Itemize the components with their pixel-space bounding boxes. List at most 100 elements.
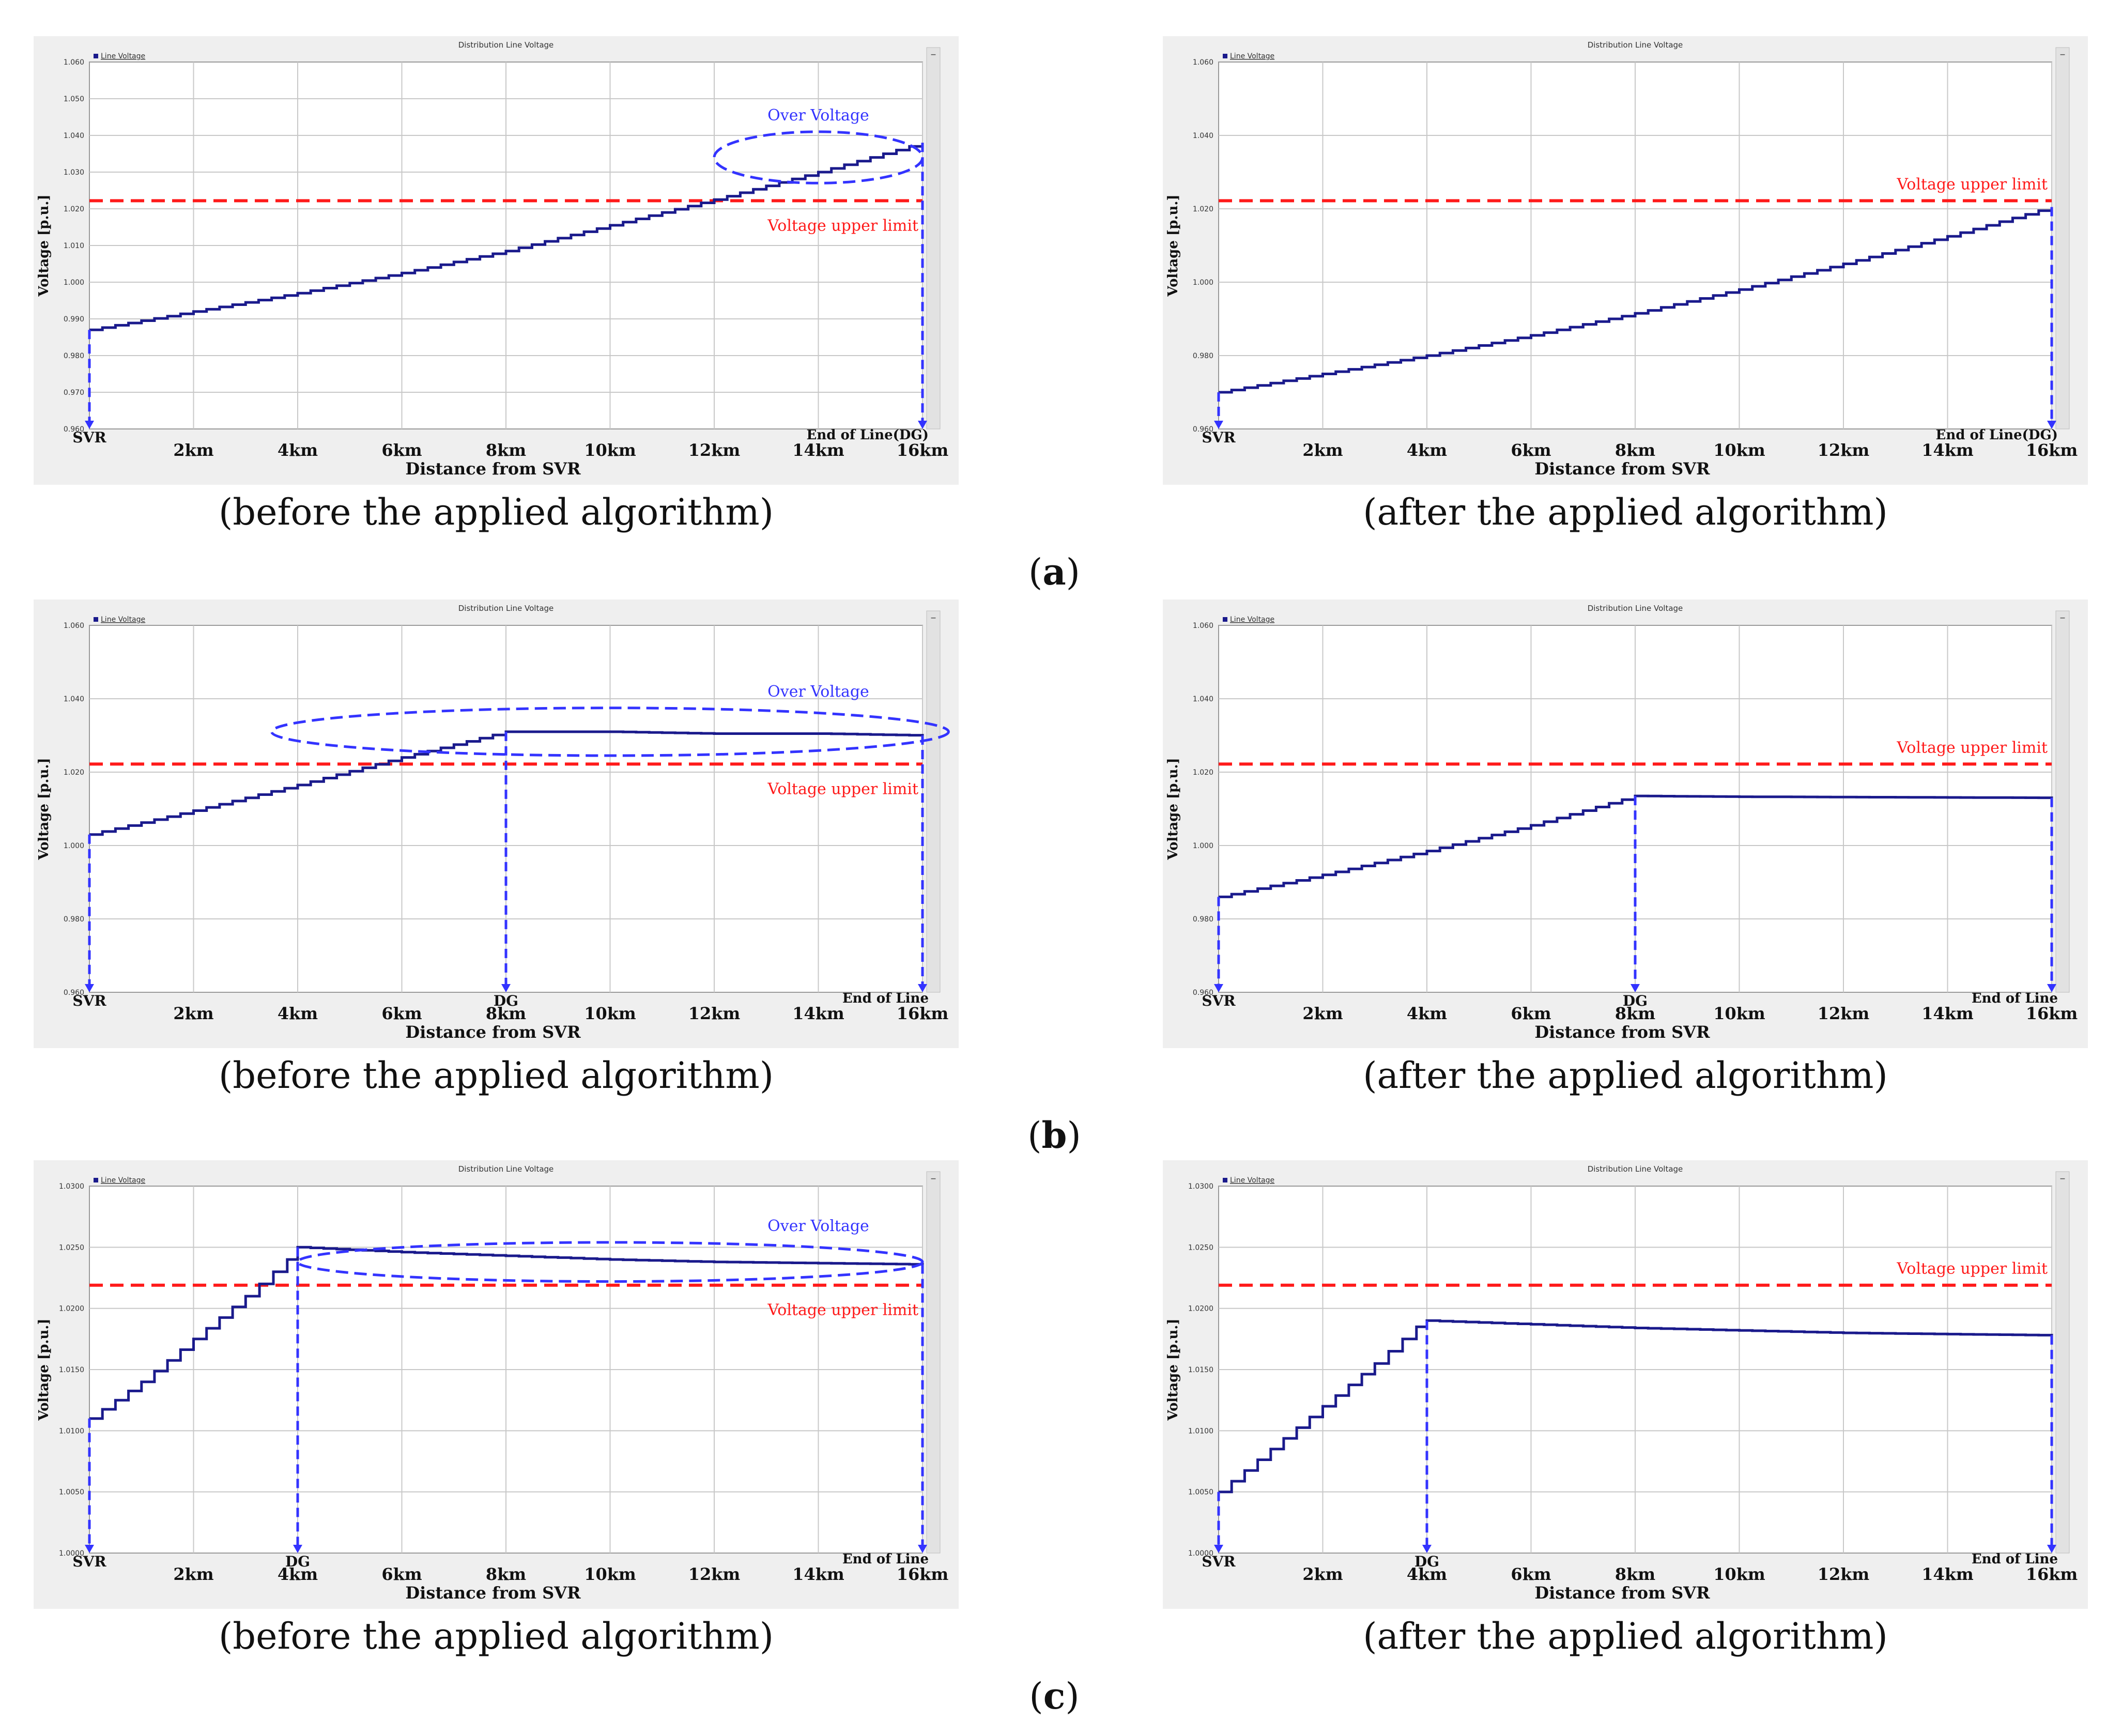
y-tick-label: 1.0000: [1188, 1549, 1213, 1558]
y-tick-label: 1.0200: [59, 1305, 84, 1313]
y-tick-label: 1.0150: [59, 1366, 84, 1374]
figure-label-a: (a): [1028, 550, 1080, 593]
dg-label: DG: [285, 1553, 310, 1570]
y-tick-label: 1.0250: [1188, 1243, 1213, 1252]
chart-panel-b-before: – Distribution Line Voltage Line Voltage 0.…: [34, 600, 959, 1048]
x-tick-label: 8km: [486, 1004, 526, 1023]
end-of-line-label: End of Line: [1972, 1551, 2058, 1567]
x-tick-label: 12km: [1818, 440, 1870, 460]
minimize-icon: –: [931, 611, 936, 624]
chart-svg: – Distribution Line Voltage Line Voltage 0.…: [1163, 600, 2088, 1048]
y-tick-label: 1.0250: [59, 1243, 84, 1252]
y-axis-label: Voltage [p.u.]: [1165, 758, 1181, 860]
chart-svg: – Distribution Line Voltage Line Voltage 1.…: [1163, 1160, 2088, 1609]
dg-label: DG: [494, 992, 518, 1009]
y-tick-label: 0.970: [64, 389, 84, 397]
svr-label: SVR: [1202, 1553, 1236, 1570]
minimize-icon: –: [2060, 611, 2066, 624]
y-tick-label: 0.960: [64, 425, 84, 434]
legend-label: Line Voltage: [101, 1176, 145, 1185]
upper-limit-label: Voltage upper limit: [1896, 175, 2048, 193]
y-axis-label: Voltage [p.u.]: [36, 1318, 52, 1421]
y-tick-label: 1.040: [1193, 132, 1213, 140]
scrollbar-track: [2055, 47, 2070, 429]
x-tick-label: 4km: [278, 440, 318, 460]
y-tick-label: 1.020: [1193, 205, 1213, 213]
x-tick-label: 16km: [2026, 440, 2078, 460]
y-tick-label: 1.0100: [59, 1427, 84, 1435]
chart-svg: – Distribution Line Voltage Line Voltage 0.…: [1163, 36, 2088, 485]
y-axis-label: Voltage [p.u.]: [1165, 1318, 1181, 1421]
x-tick-label: 6km: [1511, 440, 1551, 460]
x-tick-label: 14km: [1921, 1004, 1974, 1023]
chart-panel-a-after: – Distribution Line Voltage Line Voltage 0.…: [1163, 36, 2088, 485]
minimize-icon: –: [931, 1172, 936, 1185]
dg-arrow-head: [501, 984, 511, 992]
over-voltage-ellipse: [713, 130, 924, 185]
x-tick-label: 4km: [1407, 1564, 1447, 1584]
scrollbar-track: [926, 1171, 941, 1554]
x-axis-label: Distance from SVR: [1534, 459, 1710, 479]
legend-label: Line Voltage: [1230, 52, 1274, 60]
upper-limit-label: Voltage upper limit: [767, 780, 918, 798]
y-tick-label: 1.030: [64, 168, 84, 177]
x-tick-label: 4km: [1407, 440, 1447, 460]
end-arrow-head: [2047, 421, 2056, 429]
x-tick-label: 14km: [792, 440, 844, 460]
x-tick-label: 8km: [1615, 440, 1655, 460]
legend-swatch: [94, 54, 98, 58]
svr-arrow-head: [1214, 1545, 1223, 1553]
dg-arrow-head: [293, 1545, 302, 1553]
x-tick-label: 6km: [1511, 1004, 1551, 1023]
over-voltage-label: Over Voltage: [767, 683, 869, 701]
chart-panel-a-before: – Distribution Line Voltage Line Voltage 0.…: [34, 36, 959, 485]
x-axis-label: Distance from SVR: [405, 1022, 581, 1042]
end-arrow-head: [2047, 984, 2056, 992]
over-voltage-label: Over Voltage: [767, 1217, 869, 1235]
scrollbar-track: [926, 47, 941, 429]
voltage-profile-line: [1219, 1319, 2053, 1494]
y-tick-label: 1.060: [1193, 622, 1213, 630]
x-tick-label: 16km: [897, 1004, 949, 1023]
y-tick-label: 0.980: [1193, 915, 1213, 924]
x-tick-label: 4km: [1407, 1004, 1447, 1023]
end-of-line-label: End of Line: [842, 1551, 929, 1567]
end-arrow-head: [918, 1545, 927, 1553]
voltage-profile-line: [1219, 207, 2053, 394]
svr-label: SVR: [72, 992, 106, 1009]
x-tick-label: 10km: [584, 1564, 636, 1584]
y-tick-label: 1.0050: [59, 1488, 84, 1497]
figure-letter: a: [1042, 550, 1066, 593]
svr-arrow-head: [85, 1545, 94, 1553]
voltage-profile-line: [1219, 794, 2053, 898]
chart-title: Distribution Line Voltage: [1588, 1164, 1683, 1174]
chart-svg: – Distribution Line Voltage Line Voltage 0.…: [34, 600, 959, 1048]
over-voltage-label: Over Voltage: [767, 106, 869, 125]
x-axis-label: Distance from SVR: [1534, 1583, 1710, 1603]
over-voltage-ellipse: [296, 1241, 924, 1283]
y-tick-label: 1.060: [64, 58, 84, 67]
end-arrow-head: [918, 421, 927, 429]
y-tick-label: 1.000: [64, 279, 84, 287]
x-tick-label: 12km: [1818, 1004, 1870, 1023]
y-tick-label: 1.000: [64, 842, 84, 850]
legend-label: Line Voltage: [1230, 1176, 1274, 1185]
x-tick-label: 12km: [688, 1564, 741, 1584]
svr-arrow-head: [85, 421, 94, 429]
x-tick-label: 2km: [1302, 1564, 1343, 1584]
x-tick-label: 2km: [1302, 440, 1343, 460]
x-tick-label: 12km: [688, 1004, 741, 1023]
y-tick-label: 1.040: [64, 132, 84, 140]
y-tick-label: 1.050: [64, 95, 84, 103]
y-axis-label: Voltage [p.u.]: [1165, 194, 1181, 297]
y-tick-label: 0.960: [1193, 989, 1213, 997]
end-of-line-label: End of Line: [842, 991, 929, 1006]
upper-limit-label: Voltage upper limit: [1896, 739, 2048, 757]
y-tick-label: 1.010: [64, 242, 84, 250]
legend-label: Line Voltage: [101, 616, 145, 624]
chart-title: Distribution Line Voltage: [458, 1164, 554, 1174]
caption-b-after: (after the applied algorithm): [1363, 1054, 1888, 1097]
scrollbar-track: [2055, 610, 2070, 993]
y-tick-label: 1.0200: [1188, 1305, 1213, 1313]
x-tick-label: 16km: [2026, 1564, 2078, 1584]
